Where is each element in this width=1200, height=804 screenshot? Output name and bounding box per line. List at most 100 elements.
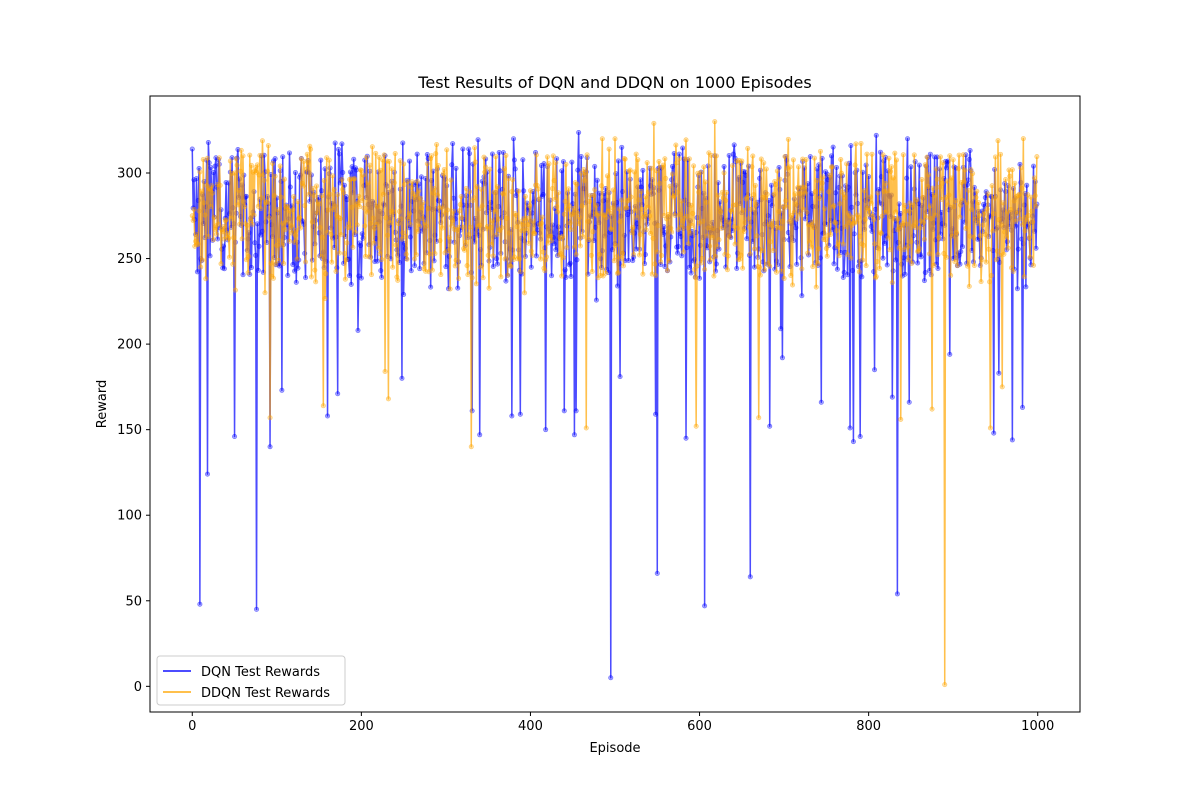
data-point-ddqn	[930, 185, 936, 191]
data-point-ddqn	[238, 147, 244, 153]
data-point-ddqn	[884, 188, 890, 194]
data-point-ddqn	[1027, 254, 1033, 260]
data-point-ddqn	[713, 153, 719, 159]
data-point-dqn	[1033, 245, 1039, 251]
data-point-ddqn	[905, 257, 911, 263]
data-point-dqn	[697, 275, 703, 281]
data-point-ddqn	[377, 251, 383, 257]
data-point-ddqn	[679, 198, 685, 204]
data-point-ddqn	[678, 224, 684, 230]
data-point-ddqn	[356, 193, 362, 199]
data-point-ddqn	[677, 212, 683, 218]
data-point-ddqn	[911, 152, 917, 158]
data-point-dqn	[615, 158, 621, 164]
data-point-ddqn	[403, 251, 409, 257]
data-point-ddqn	[610, 187, 616, 193]
data-point-dqn	[254, 221, 260, 227]
data-point-dqn	[401, 291, 407, 297]
data-point-ddqn	[988, 273, 994, 279]
data-point-dqn	[208, 165, 214, 171]
y-tick-label: 100	[117, 509, 142, 524]
data-point-dqn	[943, 165, 949, 171]
data-point-ddqn	[770, 248, 776, 254]
data-point-ddqn	[719, 189, 725, 195]
data-point-dqn	[731, 142, 737, 148]
data-point-ddqn	[875, 190, 881, 196]
data-point-ddqn	[669, 171, 675, 177]
data-point-ddqn	[249, 221, 255, 227]
data-point-ddqn	[894, 157, 900, 163]
data-point-ddqn	[395, 277, 401, 283]
data-point-dqn	[958, 249, 964, 255]
data-point-ddqn	[888, 164, 894, 170]
data-point-ddqn	[714, 243, 720, 249]
data-point-ddqn	[802, 190, 808, 196]
data-point-ddqn	[986, 246, 992, 252]
data-point-ddqn	[964, 200, 970, 206]
data-point-ddqn	[190, 217, 196, 223]
data-point-ddqn	[320, 403, 326, 409]
data-point-ddqn	[308, 274, 314, 280]
y-tick-label: 300	[117, 167, 142, 182]
data-point-ddqn	[445, 248, 451, 254]
data-point-ddqn	[823, 237, 829, 243]
data-point-ddqn	[696, 189, 702, 195]
data-point-ddqn	[259, 138, 265, 144]
data-point-ddqn	[589, 268, 595, 274]
data-point-ddqn	[361, 205, 367, 211]
data-point-dqn	[336, 151, 342, 157]
data-point-ddqn	[624, 205, 630, 211]
data-point-ddqn	[804, 209, 810, 215]
x-axis-label: Episode	[589, 741, 640, 756]
data-point-ddqn	[514, 224, 520, 230]
data-point-ddqn	[757, 264, 763, 270]
data-point-dqn	[734, 265, 740, 271]
data-point-ddqn	[764, 191, 770, 197]
data-point-ddqn	[637, 231, 643, 237]
data-point-ddqn	[471, 195, 477, 201]
data-point-ddqn	[809, 219, 815, 225]
data-point-ddqn	[676, 156, 682, 162]
data-point-dqn	[721, 164, 727, 170]
data-point-ddqn	[745, 145, 751, 151]
data-point-ddqn	[880, 152, 886, 158]
data-point-ddqn	[839, 170, 845, 176]
data-point-ddqn	[654, 249, 660, 255]
data-point-ddqn	[781, 275, 787, 281]
data-point-dqn	[1009, 437, 1015, 443]
data-point-ddqn	[444, 147, 450, 153]
data-point-dqn	[884, 262, 890, 268]
data-point-dqn	[511, 136, 517, 142]
data-point-dqn	[1019, 236, 1025, 242]
data-point-ddqn	[198, 264, 204, 270]
data-point-dqn	[417, 266, 423, 272]
chart-title: Test Results of DQN and DDQN on 1000 Epi…	[417, 73, 811, 92]
data-point-dqn	[918, 254, 924, 260]
data-point-ddqn	[709, 234, 715, 240]
data-point-ddqn	[613, 242, 619, 248]
data-point-dqn	[654, 570, 660, 576]
data-point-ddqn	[216, 155, 222, 161]
data-point-dqn	[799, 293, 805, 299]
y-tick-label: 150	[117, 423, 142, 438]
data-point-ddqn	[599, 136, 605, 142]
data-point-ddqn	[239, 236, 245, 242]
data-point-dqn	[675, 244, 681, 250]
data-point-dqn	[686, 264, 692, 270]
data-point-dqn	[543, 427, 549, 433]
data-point-ddqn	[528, 248, 534, 254]
data-point-ddqn	[570, 210, 576, 216]
data-point-ddqn	[369, 272, 375, 278]
data-point-dqn	[272, 156, 278, 162]
data-point-dqn	[688, 270, 694, 276]
data-point-ddqn	[844, 161, 850, 167]
data-point-ddqn	[576, 221, 582, 227]
data-point-dqn	[966, 156, 972, 162]
data-point-ddqn	[914, 197, 920, 203]
data-point-ddqn	[812, 155, 818, 161]
data-point-dqn	[549, 273, 555, 279]
data-point-ddqn	[270, 275, 276, 281]
data-point-ddqn	[947, 153, 953, 159]
data-point-ddqn	[747, 251, 753, 257]
data-point-ddqn	[286, 238, 292, 244]
